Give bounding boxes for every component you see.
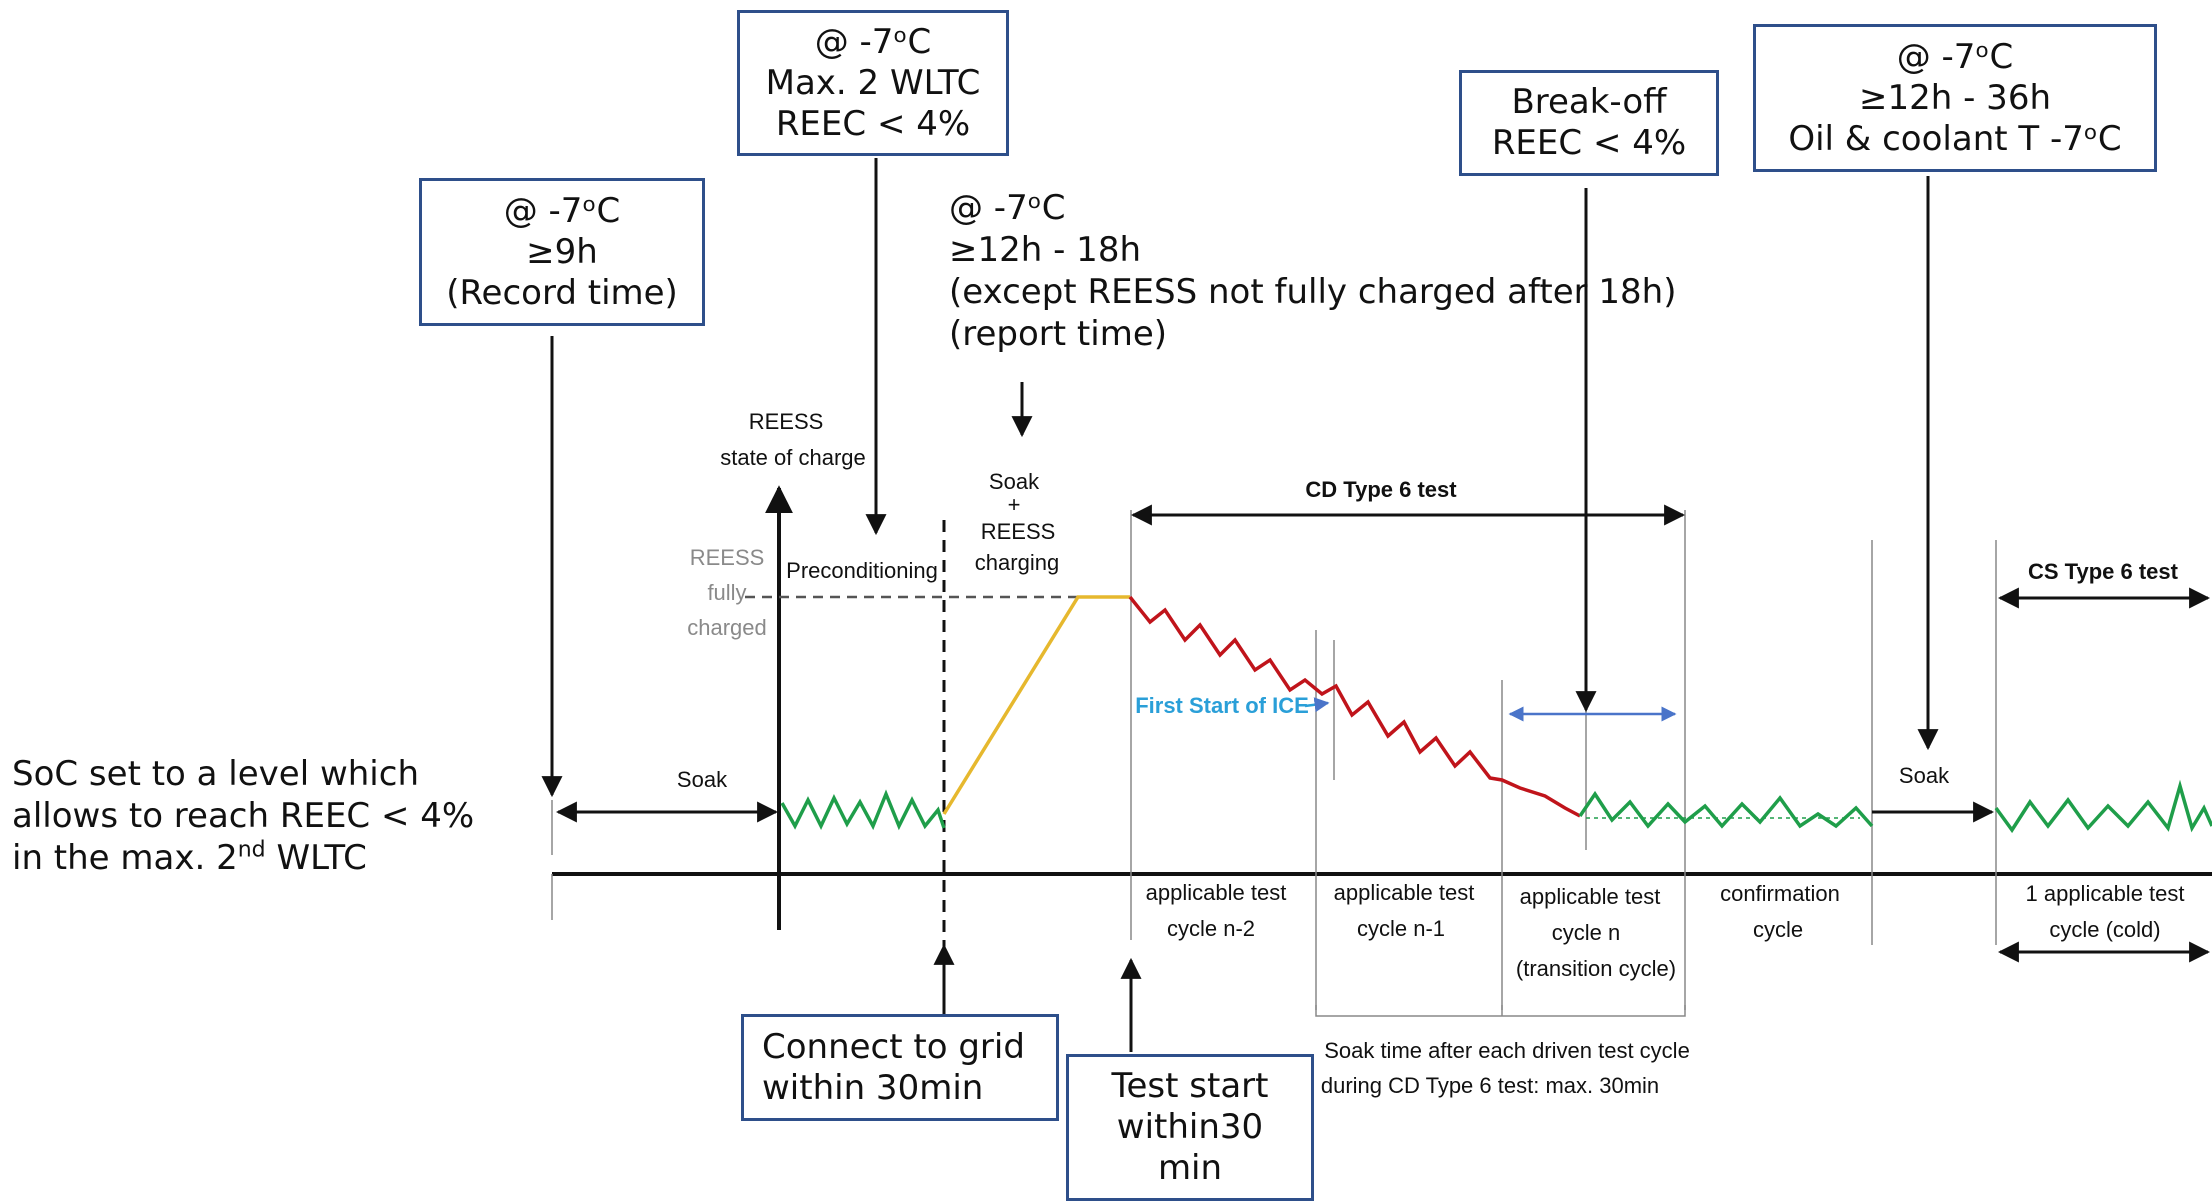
y-axis-label-2: state of charge [720,445,866,470]
fully-charged-level [745,520,1078,975]
callout-36h-line1: @ -7ᵒC [1896,36,2014,77]
callout-36h-line2: ≥12h - 36h [1859,77,2051,118]
callout-box-test-start: Test start within30 min [1066,1054,1314,1201]
soak-charging-note: @ -7ᵒC ≥12h - 18h (except REESS not full… [949,187,1677,355]
soak-left-label: Soak [677,767,728,792]
cycle-dividers [1130,510,1997,1010]
cycle-n-label-3: (transition cycle) [1516,956,1676,981]
soak-note-line4: (report time) [949,314,1167,354]
soak-charging-label-4: charging [975,550,1059,575]
callout-box-max-2-wltc: @ -7ᵒC Max. 2 WLTC REEC < 4% [737,10,1009,156]
callout-wltc-line1: @ -7ᵒC [814,21,932,62]
cycle-n-label-1: applicable test [1520,884,1661,909]
cold-cycle-label-1: 1 applicable test [2026,881,2185,906]
callout-start-line2: within30 [1116,1107,1264,1147]
soak-note-line1: @ -7ᵒC [949,188,1066,228]
cycle-n1-label-2: cycle n-1 [1357,916,1445,941]
fully-charged-label-2: fully [707,580,746,605]
callout-box-connect-grid: Connect to grid within 30min [741,1014,1059,1121]
callout-box-12h-36h: @ -7ᵒC ≥12h - 36h Oil & coolant T -7ᵒC [1753,24,2157,172]
soc-note-line3: in the max. 2nd WLTC [12,837,474,879]
callout-36h-line3: Oil & coolant T -7ᵒC [1788,118,2122,159]
soc-note-line3-post: WLTC [265,838,367,878]
soc-note-line3-pre: in the max. 2 [12,838,238,878]
cd-soc-line [1128,595,1581,818]
cycle-n1-label-1: applicable test [1334,880,1475,905]
cd-test-title: CD Type 6 test [1305,477,1457,502]
callout-wltc-line2: Max. 2 WLTC [765,62,981,103]
soak-note-line3: (except REESS not fully charged after 18… [949,272,1677,312]
preconditioning-label: Preconditioning [786,558,938,583]
cs-test-title: CS Type 6 test [2028,559,2179,584]
soak-time-note-2: during CD Type 6 test: max. 30min [1321,1073,1659,1098]
soak-charging-label-1: Soak [989,469,1040,494]
fully-charged-label-1: REESS [690,545,765,570]
soc-set-note: SoC set to a level which allows to reach… [12,753,474,879]
soc-note-line2: allows to reach REEC < 4% [12,796,475,836]
cold-cycle-label-2: cycle (cold) [2049,917,2160,942]
soak-right-label: Soak [1899,763,1950,788]
soak-time-note-1: Soak time after each driven test cycle [1324,1038,1690,1063]
callout-wltc-line3: REEC < 4% [775,103,971,144]
y-axis-label-1: REESS [749,409,824,434]
transition-soc-line [1578,790,1874,829]
soak-charging-label-2: + [1008,492,1021,517]
cycle-n2-label-1: applicable test [1146,880,1287,905]
charging-soc-line [942,595,1130,815]
cycle-n-label-2: cycle n [1552,920,1620,945]
callout-9h-line1: @ -7ᵒC [503,190,621,231]
callout-breakoff-line1: Break-off [1511,82,1667,122]
precondition-soc-line [780,789,946,831]
cycle-n2-label-2: cycle n-2 [1167,916,1255,941]
axes [551,485,2212,930]
callout-box-9h: @ -7ᵒC ≥9h (Record time) [419,178,705,326]
fully-charged-label-3: charged [687,615,767,640]
callout-grid-line2: within 30min [762,1067,984,1108]
callout-9h-line2: ≥9h [526,231,598,272]
cs-soc-line [1994,779,2212,834]
confirmation-label-1: confirmation [1720,881,1840,906]
diagram-arrows [555,504,2211,1017]
soc-curves [780,595,2212,834]
callout-grid-line1: Connect to grid [762,1026,1025,1067]
callout-breakoff-line2: REEC < 4% [1491,123,1687,163]
confirmation-label-2: cycle [1753,917,1803,942]
soc-note-line1: SoC set to a level which [12,754,419,794]
soak-charging-label-3: REESS [981,519,1056,544]
first-start-ice-label: First Start of ICE [1135,693,1309,718]
soak-note-line2: ≥12h - 18h [949,230,1141,270]
callout-9h-line3: (Record time) [446,272,678,313]
callout-arrows [541,158,1939,1052]
first-start-pointer [1304,697,1330,713]
soc-note-line3-sup: nd [237,837,266,863]
callout-box-break-off: Break-off REEC < 4% [1459,70,1719,176]
callout-start-line1: Test start [1111,1066,1269,1106]
callout-start-line3: min [1157,1148,1223,1188]
